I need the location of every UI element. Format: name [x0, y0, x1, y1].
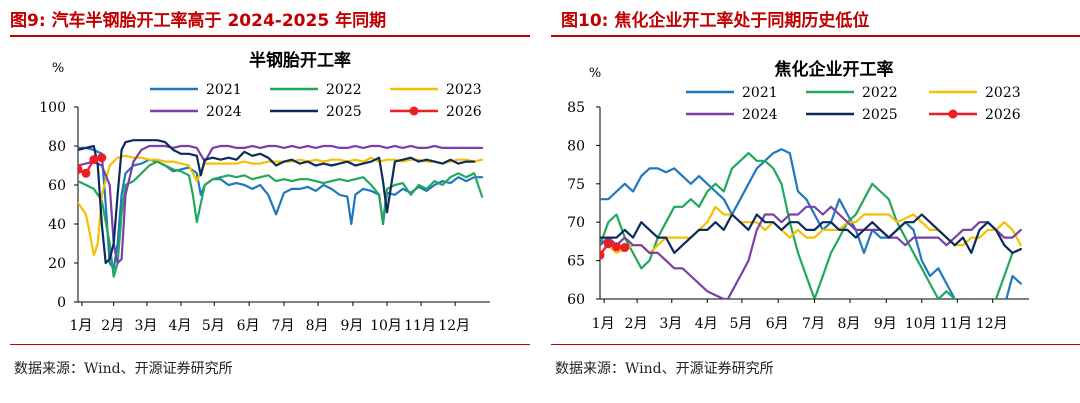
- x-tick-label: 12月: [438, 318, 470, 334]
- source-note: 数据来源：Wind、开源证券研究所: [555, 361, 774, 377]
- x-tick-label: 9月: [874, 316, 897, 332]
- data-point-2026: [81, 168, 91, 178]
- x-tick-label: 8月: [306, 318, 329, 334]
- data-point-2026: [612, 242, 621, 252]
- legend-label-2022: 2022: [862, 85, 898, 101]
- y-tick-label: 100: [39, 100, 66, 116]
- plot-area: [78, 139, 484, 278]
- y-tick-label: 70: [567, 215, 585, 231]
- x-tick-label: 2月: [101, 318, 124, 334]
- legend-label-2025: 2025: [862, 107, 898, 123]
- title-rule: [10, 35, 530, 37]
- y-tick-label: 80: [567, 138, 585, 154]
- data-point-2026: [600, 250, 605, 260]
- x-tick-label: 12月: [976, 316, 1008, 332]
- series-line-2024: [600, 205, 1022, 299]
- data-point-2026: [97, 153, 107, 163]
- y-tick-label: 0: [57, 295, 66, 311]
- x-tick-label: 4月: [695, 316, 718, 332]
- plot-area: [600, 148, 1022, 299]
- legend-label-2021: 2021: [742, 85, 778, 101]
- y-tick-label: 20: [48, 256, 66, 272]
- series-line-2025: [600, 213, 1022, 254]
- figure-title: 图9: 汽车半钢胎开工率高于 2024-2025 年同期: [10, 11, 387, 31]
- x-tick-label: 2月: [625, 316, 648, 332]
- y-tick-label: 40: [48, 217, 66, 233]
- legend-label-2021: 2021: [206, 82, 242, 98]
- x-tick-label: 5月: [729, 316, 752, 332]
- x-tick-label: 11月: [940, 316, 972, 332]
- y-tick-label: 80: [48, 139, 66, 155]
- x-tick-label: 10月: [370, 318, 402, 334]
- x-tick-label: 4月: [169, 318, 192, 334]
- x-tick-label: 7月: [802, 316, 825, 332]
- x-tick-label: 9月: [340, 318, 363, 334]
- y-tick-label: 60: [48, 178, 66, 194]
- legend-marker-2026: [409, 106, 419, 116]
- x-tick-label: 6月: [237, 318, 260, 334]
- legend-label-2025: 2025: [326, 104, 362, 120]
- x-tick-label: 11月: [404, 318, 436, 334]
- data-point-2026: [620, 243, 630, 253]
- legend-label-2024: 2024: [206, 104, 242, 120]
- y-tick-label: 85: [567, 100, 585, 116]
- legend-label-2026: 2026: [985, 107, 1021, 123]
- series-line-2024: [78, 144, 484, 265]
- x-tick-label: 1月: [70, 318, 93, 334]
- data-point-2026: [89, 155, 99, 165]
- y-tick-label: 65: [567, 254, 585, 270]
- x-tick-label: 8月: [838, 316, 861, 332]
- series-line-2022: [600, 151, 1022, 299]
- x-tick-label: 6月: [766, 316, 789, 332]
- legend-label-2023: 2023: [985, 85, 1021, 101]
- source-rule: [551, 344, 1080, 345]
- y-tick-label: 60: [567, 292, 585, 308]
- figure-title: 图10: 焦化企业开工率处于同期历史低位: [561, 11, 870, 31]
- series-line-2022: [78, 160, 484, 278]
- x-tick-label: 1月: [592, 316, 615, 332]
- series-line-2025: [78, 139, 476, 265]
- y-tick-label: 75: [567, 177, 585, 193]
- y-axis-unit-label: %: [52, 61, 64, 76]
- legend-label-2022: 2022: [326, 82, 362, 98]
- legend-label-2024: 2024: [742, 107, 778, 123]
- x-tick-label: 3月: [659, 316, 682, 332]
- series-line-2021: [78, 146, 484, 270]
- chart-title: 焦化企业开工率: [774, 59, 894, 80]
- x-tick-label: 3月: [134, 318, 157, 334]
- source-rule: [10, 344, 530, 345]
- title-rule: [551, 35, 1080, 37]
- x-tick-label: 10月: [905, 316, 937, 332]
- legend-label-2026: 2026: [446, 104, 482, 120]
- chart-title: 半钢胎开工率: [249, 50, 351, 71]
- x-tick-label: 7月: [272, 318, 295, 334]
- chart-panel-left: 图9: 汽车半钢胎开工率高于 2024-2025 年同期 半钢胎开工率% 2021…: [0, 0, 530, 403]
- data-point-2026: [603, 239, 613, 249]
- chart-panel-right: 图10: 焦化企业开工率处于同期历史低位 焦化企业开工率% 2021 2022 202…: [551, 0, 1080, 403]
- line-chart-coking-operating-rate: 焦化企业开工率% 2021 2022 2023 2024 2025 2026 60 65 70 75…: [567, 59, 1029, 332]
- legend-label-2023: 2023: [446, 82, 482, 98]
- data-point-2026: [78, 164, 83, 174]
- line-chart-tire-operating-rate: 半钢胎开工率% 2021 2022 2023 2024 2025 2026 0 20 40 60 80…: [39, 50, 490, 334]
- source-note: 数据来源：Wind、开源证券研究所: [14, 361, 233, 377]
- legend-marker-2026: [948, 109, 958, 119]
- x-tick-label: 5月: [202, 318, 225, 334]
- y-axis-unit-label: %: [589, 66, 601, 81]
